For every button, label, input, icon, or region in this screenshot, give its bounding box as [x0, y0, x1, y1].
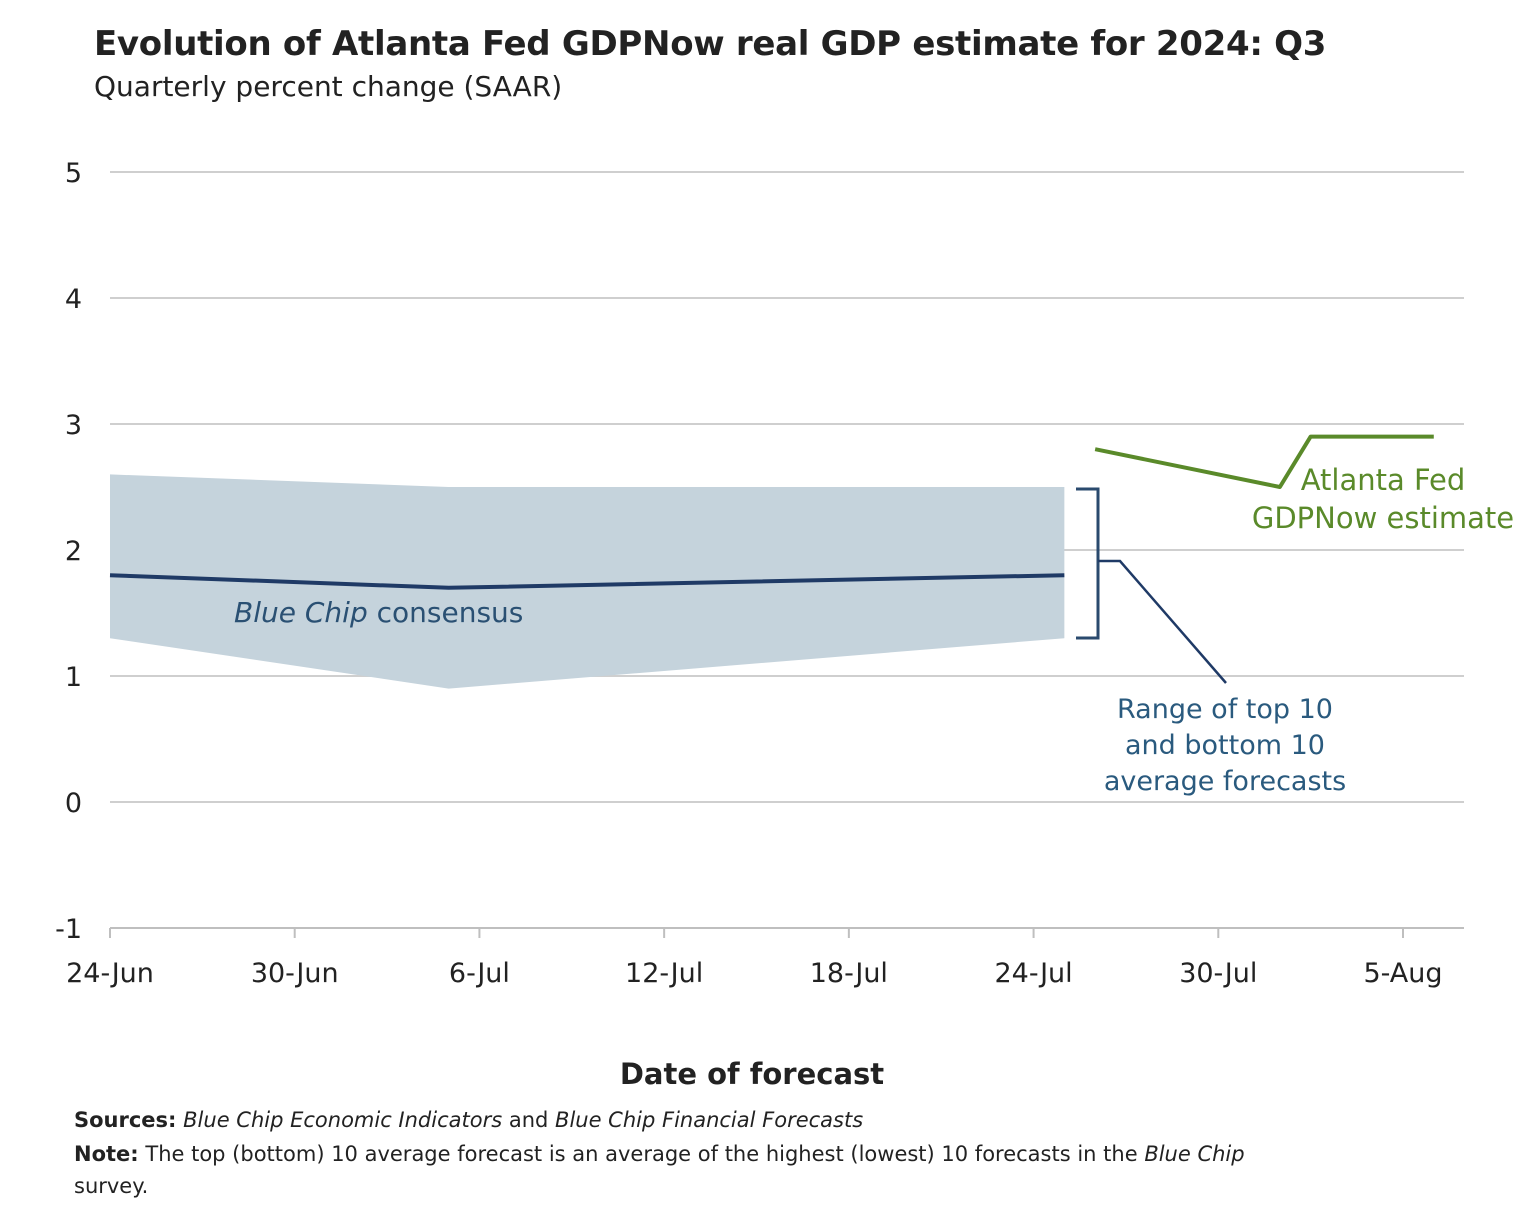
sources-part1: Blue Chip Economic Indicators [183, 1108, 503, 1132]
range-leader-line [1098, 559, 1227, 684]
note-italic: Blue Chip [1144, 1142, 1245, 1166]
sources-label: Sources: [74, 1108, 177, 1132]
chart-subtitle: Quarterly percent change (SAAR) [94, 70, 563, 103]
gdpnow-annotation-line: Atlanta Fed [1301, 463, 1466, 497]
note-text1: The top (bottom) 10 average forecast is … [138, 1142, 1145, 1166]
annotation-layer: Blue Chip consensus Range of top 10 and bo… [234, 463, 1514, 797]
x-tick-label: 6-Jul [449, 958, 510, 989]
note-line-2: survey. [74, 1174, 148, 1198]
y-tick-label: 4 [65, 284, 82, 315]
note-text2: survey. [74, 1174, 149, 1198]
range-band [110, 474, 1065, 689]
y-tick-label: 1 [65, 662, 82, 693]
grid-layer [110, 171, 1464, 929]
y-tick-label: -1 [55, 914, 82, 945]
note-label: Note: [74, 1142, 139, 1166]
consensus-annotation-rest: consensus [368, 596, 524, 629]
y-tick-label: 5 [65, 158, 82, 189]
axis-layer: 5 4 3 2 1 0 -1 24-Jun 30-Jun 6-Jul 12-Jul 18-Jul 24-… [55, 158, 1442, 1091]
x-axis-label: Date of forecast [620, 1057, 884, 1091]
sources-and: and [502, 1108, 556, 1132]
range-annotation-line: average forecasts [1104, 766, 1346, 797]
x-tick-label: 12-Jul [625, 958, 703, 989]
chart-title: Evolution of Atlanta Fed GDPNow real GDP… [94, 24, 1327, 64]
x-tick-label: 30-Jul [1179, 958, 1257, 989]
x-tick-label: 30-Jun [251, 958, 339, 989]
gdpnow-line [1094, 434, 1434, 489]
y-tick-label: 2 [65, 536, 82, 567]
sources-line: Sources: Blue Chip Economic Indicators a… [74, 1108, 863, 1132]
x-tick-label: 5-Aug [1363, 958, 1442, 989]
x-tick-label: 18-Jul [810, 958, 888, 989]
sources-part2: Blue Chip Financial Forecasts [555, 1108, 864, 1132]
band-layer [110, 474, 1065, 689]
note-line: Note: The top (bottom) 10 average foreca… [74, 1142, 1245, 1166]
range-annotation-line: Range of top 10 [1117, 694, 1333, 725]
y-tick-label: 0 [65, 788, 82, 819]
gdpnow-annotation-line: GDPNow estimate [1252, 501, 1514, 535]
range-bracket [1076, 487, 1100, 640]
x-tick-label: 24-Jun [66, 958, 154, 989]
x-tick-label: 24-Jul [994, 958, 1072, 989]
line-layer [109, 434, 1434, 590]
consensus-annotation: Blue Chip consensus [234, 596, 523, 629]
range-annotation-line: and bottom 10 [1125, 730, 1325, 761]
consensus-annotation-italic: Blue Chip [234, 596, 368, 629]
consensus-line [109, 573, 1065, 590]
y-tick-label: 3 [65, 410, 82, 441]
